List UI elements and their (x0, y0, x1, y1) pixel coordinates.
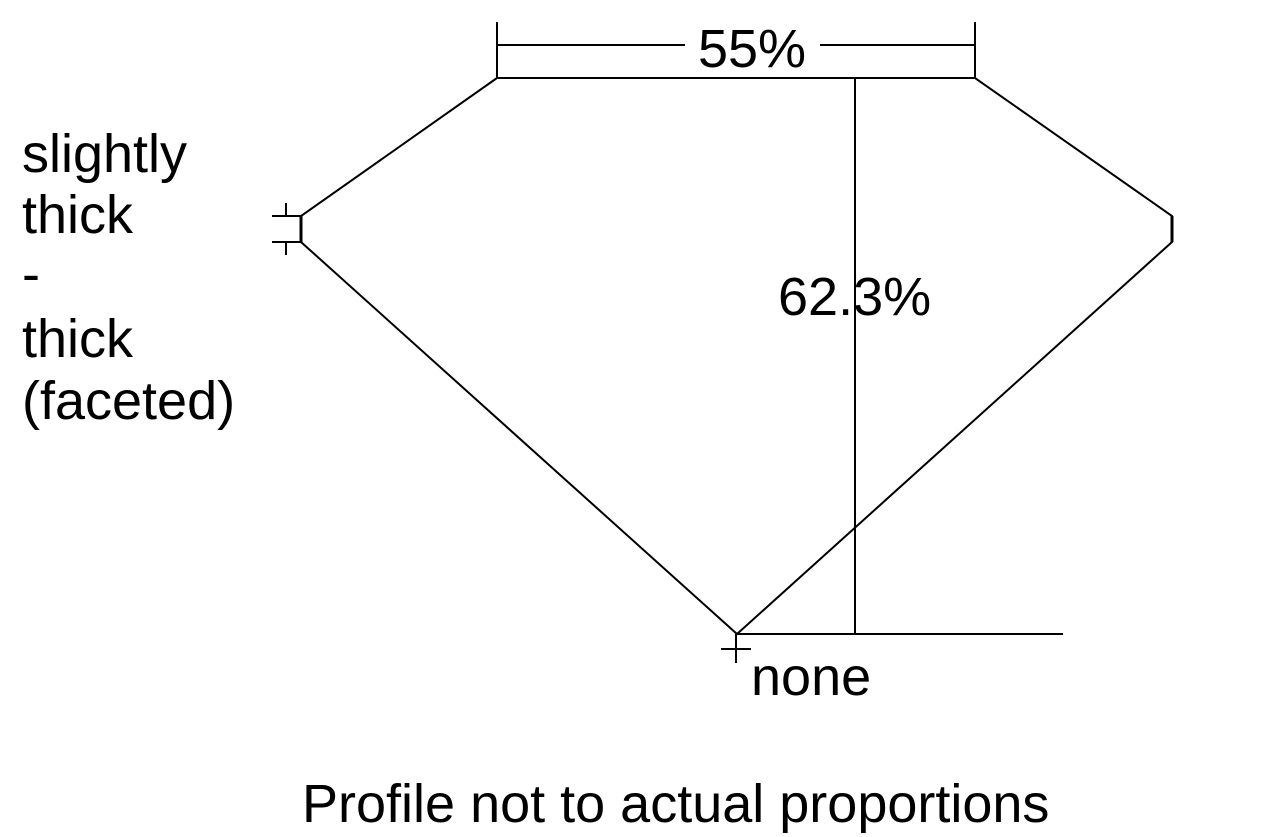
girdle-markers (272, 203, 301, 255)
girdle-label-line: thick (22, 185, 134, 245)
depth-percent-label: 62.3% (778, 267, 931, 327)
depth-dimension: 62.3% (737, 78, 1063, 635)
footnote: Profile not to actual proportions (302, 774, 1049, 834)
girdle-label-line: slightly (22, 124, 187, 184)
girdle-label-line: - (22, 244, 40, 304)
table-dimension: 55% (496, 19, 976, 79)
table-percent-label: 55% (698, 19, 806, 79)
gem-outline (300, 77, 1173, 636)
culet-label: none (751, 647, 871, 707)
girdle-label-line: (faceted) (22, 371, 235, 431)
culet-marker: none (721, 634, 871, 707)
girdle-label: slightly thick - thick (faceted) (22, 124, 235, 431)
girdle-label-line: thick (22, 309, 134, 369)
